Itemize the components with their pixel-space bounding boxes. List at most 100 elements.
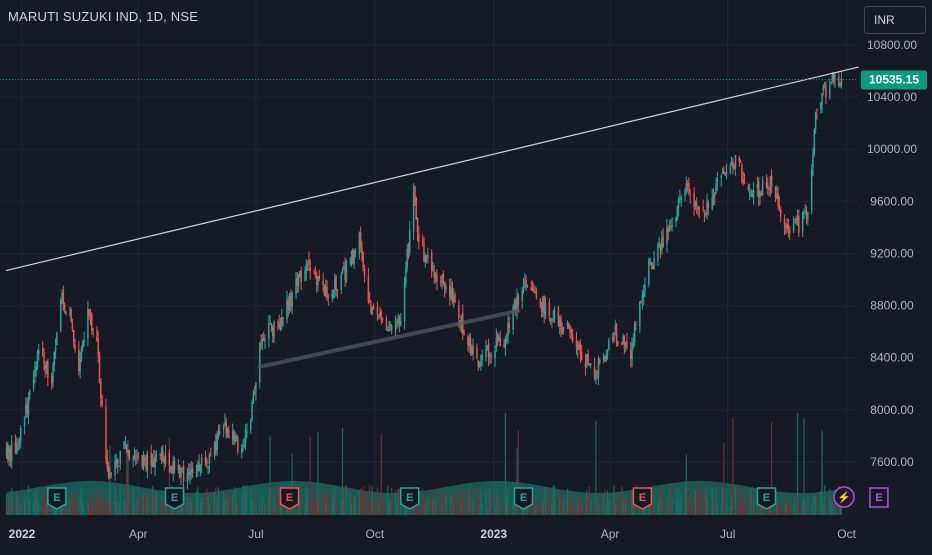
earnings-event-icon[interactable]: E bbox=[47, 487, 67, 510]
candle-body bbox=[586, 354, 588, 368]
event-label: E bbox=[875, 492, 882, 504]
candle-body bbox=[454, 294, 456, 303]
candle-body bbox=[584, 362, 587, 368]
candle-body bbox=[761, 179, 764, 195]
candle-body bbox=[558, 319, 561, 327]
volume-bar bbox=[593, 506, 596, 515]
volume-bar bbox=[463, 488, 465, 515]
candle-body bbox=[533, 288, 535, 292]
candle-body bbox=[352, 249, 354, 263]
volume-bar bbox=[418, 505, 420, 515]
volume-bar bbox=[667, 502, 669, 515]
volume-bar bbox=[624, 497, 627, 515]
event-label: E bbox=[286, 492, 293, 504]
candle-body bbox=[593, 365, 596, 377]
candle-body bbox=[168, 453, 171, 466]
earnings-event-icon[interactable]: E bbox=[756, 487, 777, 510]
volume-bar bbox=[62, 504, 64, 515]
volume-bar bbox=[454, 496, 456, 515]
candle-body bbox=[259, 342, 261, 383]
candle-body bbox=[18, 441, 21, 443]
candle-body bbox=[385, 318, 388, 331]
y-tick-label: 10800.00 bbox=[867, 38, 917, 52]
candle-body bbox=[313, 270, 315, 272]
volume-bar bbox=[486, 506, 488, 515]
volume-bar bbox=[666, 498, 668, 515]
volume-bar bbox=[308, 499, 310, 515]
dividend-event-icon[interactable]: E bbox=[279, 487, 300, 510]
volume-bar bbox=[468, 491, 470, 515]
candle-body bbox=[164, 453, 167, 464]
volume-bar bbox=[720, 505, 722, 515]
volume-bar bbox=[304, 503, 306, 515]
earnings-event-icon[interactable]: E bbox=[400, 487, 420, 510]
candle-body bbox=[45, 360, 48, 368]
candle-body bbox=[169, 466, 172, 473]
candle-body bbox=[496, 334, 499, 339]
volume-bar bbox=[80, 486, 83, 515]
candle-body bbox=[240, 447, 243, 454]
candle-body bbox=[110, 472, 112, 476]
candle-body bbox=[5, 447, 8, 456]
candle-body bbox=[566, 322, 569, 327]
candle-body bbox=[524, 281, 526, 283]
candle-body bbox=[505, 338, 508, 342]
candle-body bbox=[224, 422, 226, 425]
volume-bar bbox=[652, 502, 654, 515]
candle-body bbox=[805, 212, 808, 218]
candle-body bbox=[155, 455, 158, 457]
volume-bar bbox=[568, 506, 570, 515]
volume-bar bbox=[670, 486, 672, 515]
candle-body bbox=[235, 435, 238, 438]
candle-body bbox=[367, 276, 370, 302]
event-label: E bbox=[171, 492, 178, 504]
candle-body bbox=[463, 331, 465, 336]
volume-bar bbox=[605, 503, 607, 515]
candle-body bbox=[540, 307, 543, 310]
volume-bar bbox=[45, 500, 48, 515]
candle-body bbox=[804, 210, 807, 213]
candle-body bbox=[222, 426, 225, 430]
volume-bar bbox=[559, 498, 561, 515]
candle-body bbox=[517, 294, 520, 305]
candle-body bbox=[314, 272, 317, 275]
candle-body bbox=[774, 188, 777, 198]
candle-body bbox=[403, 281, 406, 322]
volume-bar bbox=[87, 502, 89, 515]
volume-bar bbox=[767, 503, 769, 515]
candle-body bbox=[580, 352, 583, 361]
candle-body bbox=[623, 335, 626, 347]
candle-body bbox=[822, 86, 825, 91]
currency-button[interactable]: INR bbox=[864, 6, 926, 34]
earnings-event-icon[interactable]: E bbox=[513, 487, 534, 510]
earnings-event-icon[interactable]: E bbox=[164, 487, 185, 510]
dividend-event-icon[interactable]: E bbox=[632, 487, 653, 510]
volume-bar bbox=[299, 500, 301, 515]
candle-body bbox=[376, 306, 379, 315]
volume-bar bbox=[349, 492, 351, 515]
candle-body bbox=[50, 375, 53, 384]
volume-bar bbox=[676, 502, 678, 515]
volume-bar bbox=[807, 496, 809, 515]
candle-body bbox=[178, 465, 181, 477]
earnings-event-icon[interactable]: E bbox=[869, 487, 889, 508]
volume-bar bbox=[237, 500, 239, 515]
candle-body bbox=[440, 281, 442, 283]
volume-bar bbox=[250, 489, 252, 515]
candle-body bbox=[605, 355, 607, 362]
candle-body bbox=[358, 232, 361, 254]
split-event-icon[interactable]: ⚡ bbox=[833, 486, 855, 508]
candle-body bbox=[801, 211, 804, 232]
volume-bar bbox=[56, 505, 58, 515]
candle-body bbox=[317, 277, 319, 286]
volume-bar bbox=[489, 488, 491, 515]
candle-body bbox=[490, 355, 492, 357]
volume-bar bbox=[595, 420, 597, 515]
candle-body bbox=[105, 406, 107, 459]
candle-body bbox=[97, 338, 100, 356]
candle-body bbox=[469, 337, 472, 348]
volume-bar bbox=[796, 413, 799, 515]
candle-body bbox=[133, 454, 136, 458]
